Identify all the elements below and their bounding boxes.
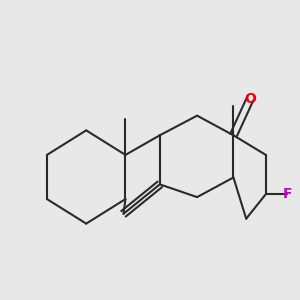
Text: O: O [244, 92, 256, 106]
Text: F: F [283, 187, 292, 201]
